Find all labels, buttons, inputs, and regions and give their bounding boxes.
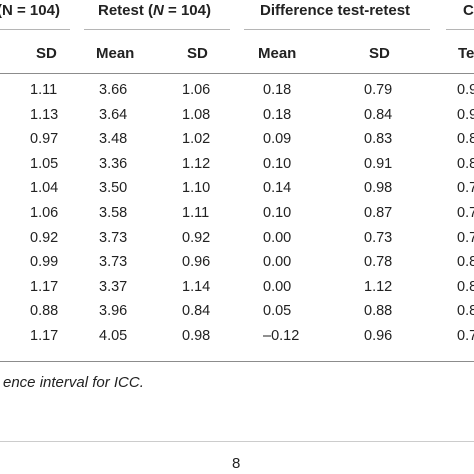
cell-sd-retest: 1.06 bbox=[182, 82, 211, 98]
cell-mean-difference: 0.10 bbox=[263, 205, 292, 221]
cell-mean-difference: 0.05 bbox=[263, 303, 292, 320]
cell-mean-retest: 3.37 bbox=[99, 278, 128, 295]
cell-sd-test: 1.04 bbox=[30, 180, 59, 197]
header-rule-difference bbox=[244, 29, 430, 30]
cell-mean-difference: 0.14 bbox=[263, 180, 292, 197]
cell-sd-difference: 0.96 bbox=[364, 328, 393, 344]
header-retest-label: Retest ( bbox=[98, 2, 154, 19]
subheader-mean-difference: Mean bbox=[258, 45, 297, 62]
cell-mean-retest: 3.50 bbox=[99, 180, 128, 197]
subheader-rule bbox=[0, 73, 474, 74]
cell-mean-difference: 0.00 bbox=[263, 254, 292, 271]
cell-sd-difference: 0.84 bbox=[364, 106, 393, 123]
cell-mean-retest: 3.73 bbox=[99, 229, 128, 246]
cell-sd-difference: 0.79 bbox=[364, 82, 393, 98]
cell-sd-test: 1.11 bbox=[30, 82, 58, 98]
cell-sd-difference: 0.91 bbox=[364, 155, 393, 172]
cell-sd-test: 1.17 bbox=[30, 328, 59, 344]
header-rule-test bbox=[0, 29, 70, 30]
cell-sd-difference: 1.12 bbox=[364, 278, 393, 295]
cell-sd-retest: 1.14 bbox=[182, 278, 211, 295]
cell-icc-test: 0.7 bbox=[457, 328, 474, 344]
cell-mean-retest: 3.36 bbox=[99, 155, 128, 172]
cell-sd-test: 1.06 bbox=[30, 205, 59, 221]
cell-mean-retest: 3.48 bbox=[99, 131, 128, 148]
cell-mean-difference: –0.12 bbox=[263, 328, 300, 344]
cell-mean-difference: 0.00 bbox=[263, 229, 292, 246]
cell-icc-test: 0.9 bbox=[457, 82, 474, 98]
header-retest-n-italic: N bbox=[153, 2, 164, 19]
cell-icc-test: 0.8 bbox=[457, 254, 474, 271]
cell-mean-difference: 0.10 bbox=[263, 155, 292, 172]
cell-sd-test: 0.97 bbox=[30, 131, 59, 148]
cell-mean-difference: 0.00 bbox=[263, 278, 292, 295]
cell-mean-retest: 3.73 bbox=[99, 254, 128, 271]
header-test-group: (N = 104) bbox=[0, 2, 60, 19]
cell-icc-test: 0.8 bbox=[457, 278, 474, 295]
cell-sd-difference: 0.78 bbox=[364, 254, 393, 271]
cell-sd-retest: 1.08 bbox=[182, 106, 211, 123]
cell-sd-retest: 1.10 bbox=[182, 180, 211, 197]
cell-sd-test: 1.05 bbox=[30, 155, 59, 172]
cell-icc-test: 0.7 bbox=[457, 180, 474, 197]
cell-icc-test: 0.7 bbox=[457, 229, 474, 246]
cell-mean-retest: 3.58 bbox=[99, 205, 128, 221]
cell-icc-test: 0.9 bbox=[457, 106, 474, 123]
cell-sd-difference: 0.87 bbox=[364, 205, 393, 221]
cell-sd-retest: 0.96 bbox=[182, 254, 211, 271]
cell-sd-test: 0.99 bbox=[30, 254, 59, 271]
cell-icc-test: 0.8 bbox=[457, 303, 474, 320]
cell-mean-retest: 3.66 bbox=[99, 82, 128, 98]
cell-icc-test: 0.8 bbox=[457, 155, 474, 172]
cell-sd-test: 1.17 bbox=[30, 278, 59, 295]
table-bottom-rule bbox=[0, 361, 474, 362]
cell-mean-retest: 4.05 bbox=[99, 328, 128, 344]
cell-sd-difference: 0.73 bbox=[364, 229, 393, 246]
cell-sd-test: 0.92 bbox=[30, 229, 59, 246]
cell-sd-retest: 1.02 bbox=[182, 131, 211, 148]
cell-sd-retest: 0.92 bbox=[182, 229, 211, 246]
subheader-mean-retest: Mean bbox=[96, 45, 135, 62]
subheader-sd-test: SD bbox=[36, 45, 57, 62]
cell-icc-test: 0.7 bbox=[457, 205, 474, 221]
cell-mean-retest: 3.64 bbox=[99, 106, 128, 123]
page-number: 8 bbox=[232, 455, 241, 472]
subheader-sd-retest: SD bbox=[187, 45, 208, 62]
cell-mean-difference: 0.09 bbox=[263, 131, 292, 148]
cell-sd-retest: 1.12 bbox=[182, 155, 211, 172]
cell-sd-test: 1.13 bbox=[30, 106, 59, 123]
header-rule-retest bbox=[84, 29, 230, 30]
cell-sd-difference: 0.88 bbox=[364, 303, 393, 320]
cell-mean-retest: 3.96 bbox=[99, 303, 128, 320]
header-retest-count: = 104) bbox=[163, 2, 211, 19]
cell-sd-retest: 0.84 bbox=[182, 303, 211, 320]
header-retest-group: Retest (N = 104) bbox=[98, 2, 211, 19]
cell-sd-difference: 0.98 bbox=[364, 180, 393, 197]
cell-sd-difference: 0.83 bbox=[364, 131, 393, 148]
cell-sd-test: 0.88 bbox=[30, 303, 59, 320]
table-footnote: ence interval for ICC. bbox=[3, 374, 144, 391]
header-rule-icc bbox=[446, 29, 474, 30]
cell-sd-retest: 1.11 bbox=[182, 205, 210, 221]
header-difference-group: Difference test-retest bbox=[260, 2, 411, 19]
cell-mean-difference: 0.18 bbox=[263, 106, 292, 123]
header-test-n: N = 104) bbox=[2, 2, 60, 19]
page-divider bbox=[0, 441, 474, 442]
subheader-icc-te: Te bbox=[458, 45, 474, 62]
header-icc-group: C bbox=[463, 2, 474, 19]
subheader-sd-difference: SD bbox=[369, 45, 390, 62]
cell-mean-difference: 0.18 bbox=[263, 82, 292, 98]
cell-sd-retest: 0.98 bbox=[182, 328, 211, 344]
cell-icc-test: 0.8 bbox=[457, 131, 474, 148]
